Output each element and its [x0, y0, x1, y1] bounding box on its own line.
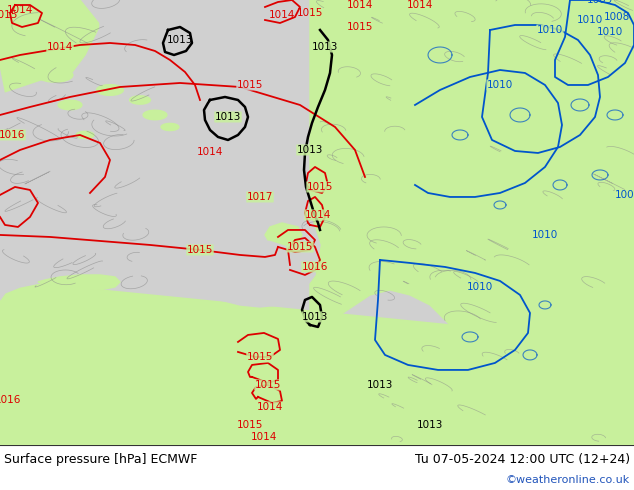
- Polygon shape: [76, 131, 94, 139]
- Text: 1010: 1010: [537, 25, 563, 35]
- Text: 1013: 1013: [215, 112, 241, 122]
- Polygon shape: [0, 325, 634, 445]
- Text: 1015: 1015: [307, 182, 333, 192]
- Text: 1010: 1010: [487, 80, 513, 90]
- Text: 1009: 1009: [615, 190, 634, 200]
- Polygon shape: [0, 280, 634, 445]
- Polygon shape: [0, 0, 634, 445]
- Text: 1016: 1016: [0, 130, 25, 140]
- Polygon shape: [58, 100, 82, 110]
- Text: 1015: 1015: [255, 380, 281, 390]
- Text: 1014: 1014: [7, 5, 33, 15]
- Text: 1015: 1015: [237, 420, 263, 430]
- Text: 1013: 1013: [167, 35, 193, 45]
- Text: 1016: 1016: [0, 395, 21, 405]
- Text: 1010: 1010: [532, 230, 558, 240]
- Text: 1017: 1017: [247, 192, 273, 202]
- Text: 1014: 1014: [305, 210, 331, 220]
- Polygon shape: [0, 0, 100, 225]
- Text: 1010: 1010: [597, 27, 623, 37]
- Polygon shape: [300, 335, 370, 445]
- Text: 1015: 1015: [347, 22, 373, 32]
- Polygon shape: [0, 67, 320, 307]
- Polygon shape: [265, 223, 302, 245]
- Text: 1015: 1015: [247, 352, 273, 362]
- Text: 1015: 1015: [287, 242, 313, 252]
- Text: 1010: 1010: [577, 15, 603, 25]
- Text: 1013: 1013: [367, 380, 393, 390]
- Text: ©weatheronline.co.uk: ©weatheronline.co.uk: [506, 475, 630, 485]
- Polygon shape: [25, 44, 55, 56]
- Text: 1015: 1015: [297, 8, 323, 18]
- Text: 1014: 1014: [251, 432, 277, 442]
- Text: 1015: 1015: [187, 245, 213, 255]
- Text: Surface pressure [hPa] ECMWF: Surface pressure [hPa] ECMWF: [4, 453, 197, 466]
- Polygon shape: [129, 96, 150, 104]
- Text: 1014: 1014: [269, 10, 295, 20]
- Text: 1014: 1014: [47, 42, 73, 52]
- Text: 1014: 1014: [197, 147, 223, 157]
- Text: 1014: 1014: [407, 0, 433, 10]
- Polygon shape: [161, 123, 179, 130]
- Text: 1014: 1014: [347, 0, 373, 10]
- Text: Tu 07-05-2024 12:00 UTC (12+24): Tu 07-05-2024 12:00 UTC (12+24): [415, 453, 630, 466]
- Polygon shape: [96, 85, 124, 96]
- Text: 1013: 1013: [312, 42, 338, 52]
- Polygon shape: [143, 110, 167, 120]
- Text: 1016: 1016: [302, 262, 328, 272]
- Text: 1009: 1009: [587, 0, 613, 5]
- Text: 1010: 1010: [467, 282, 493, 292]
- Text: 1015: 1015: [0, 10, 18, 20]
- Text: 1013: 1013: [297, 145, 323, 155]
- Polygon shape: [38, 275, 120, 290]
- Polygon shape: [37, 68, 73, 82]
- Text: 1015: 1015: [237, 80, 263, 90]
- Text: 1008: 1008: [604, 12, 630, 22]
- Text: 1014: 1014: [257, 402, 283, 412]
- Polygon shape: [0, 0, 60, 45]
- Polygon shape: [100, 0, 205, 115]
- Text: 1013: 1013: [302, 312, 328, 322]
- Text: 1013: 1013: [417, 420, 443, 430]
- Polygon shape: [310, 0, 634, 445]
